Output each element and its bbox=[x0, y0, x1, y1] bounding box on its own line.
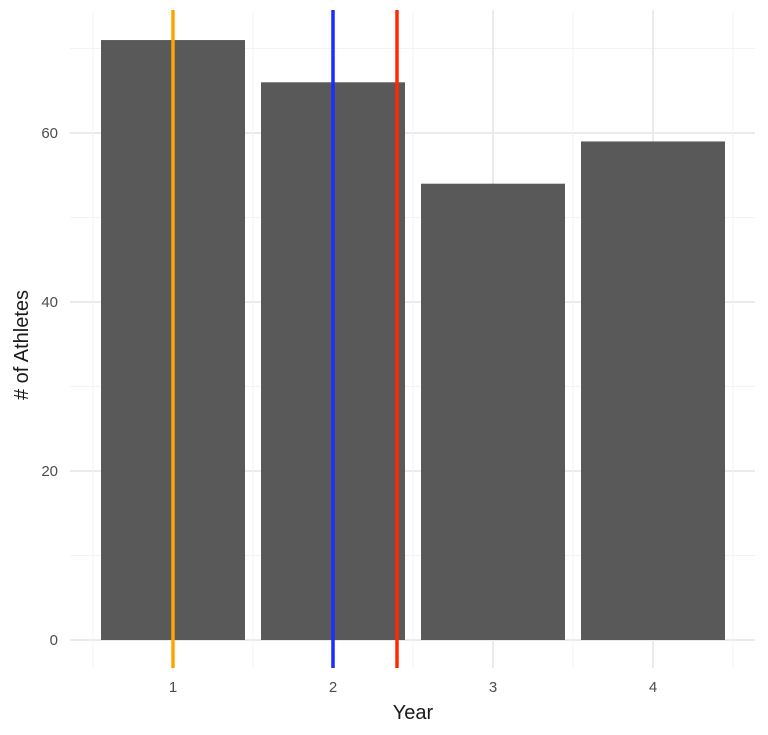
x-tick-label: 3 bbox=[489, 679, 497, 696]
x-axis-title: Year bbox=[393, 702, 434, 724]
y-axis-ticks: 0 20 40 60 bbox=[41, 125, 58, 649]
vertical-reference-lines bbox=[171, 10, 399, 668]
y-tick-label: 60 bbox=[41, 125, 58, 142]
y-tick-label: 20 bbox=[41, 463, 58, 480]
bar-year-3 bbox=[421, 183, 565, 640]
x-tick-label: 4 bbox=[649, 679, 657, 696]
y-axis-title: # of Athletes bbox=[11, 290, 33, 400]
y-tick-label: 40 bbox=[41, 294, 58, 311]
bar-year-4 bbox=[581, 141, 725, 640]
y-tick-label: 0 bbox=[50, 632, 58, 649]
x-axis-ticks: 1 2 3 4 bbox=[169, 679, 657, 696]
x-tick-label: 1 bbox=[169, 679, 177, 696]
x-tick-label: 2 bbox=[329, 679, 337, 696]
